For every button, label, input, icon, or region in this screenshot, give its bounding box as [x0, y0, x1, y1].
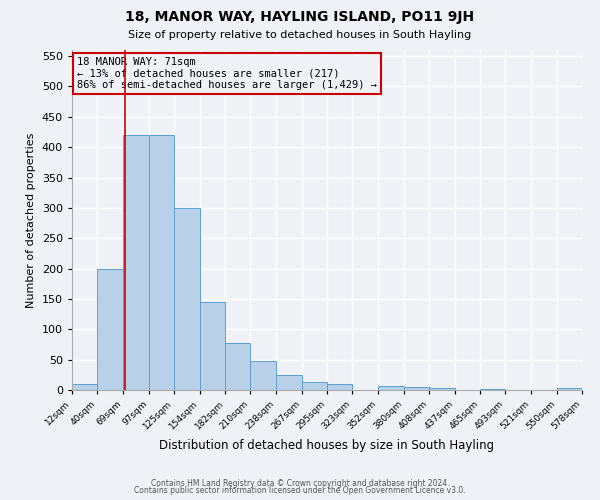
Bar [250, 361, 275, 390]
Bar [97, 268, 124, 390]
Bar [557, 388, 582, 390]
Text: Contains public sector information licensed under the Open Government Licence v3: Contains public sector information licen… [134, 486, 466, 495]
Bar [379, 386, 404, 390]
Bar [275, 375, 302, 390]
Bar [429, 388, 455, 390]
Bar [225, 342, 250, 390]
Bar [302, 382, 327, 390]
Text: Size of property relative to detached houses in South Hayling: Size of property relative to detached ho… [128, 30, 472, 40]
Text: Contains HM Land Registry data © Crown copyright and database right 2024.: Contains HM Land Registry data © Crown c… [151, 478, 449, 488]
X-axis label: Distribution of detached houses by size in South Hayling: Distribution of detached houses by size … [160, 440, 494, 452]
Bar [327, 384, 352, 390]
Text: 18, MANOR WAY, HAYLING ISLAND, PO11 9JH: 18, MANOR WAY, HAYLING ISLAND, PO11 9JH [125, 10, 475, 24]
Bar [174, 208, 200, 390]
Bar [200, 302, 225, 390]
Bar [404, 387, 429, 390]
Y-axis label: Number of detached properties: Number of detached properties [26, 132, 36, 308]
Text: 18 MANOR WAY: 71sqm
← 13% of detached houses are smaller (217)
86% of semi-detac: 18 MANOR WAY: 71sqm ← 13% of detached ho… [77, 57, 377, 90]
Bar [72, 384, 97, 390]
Bar [149, 135, 174, 390]
Bar [124, 135, 149, 390]
